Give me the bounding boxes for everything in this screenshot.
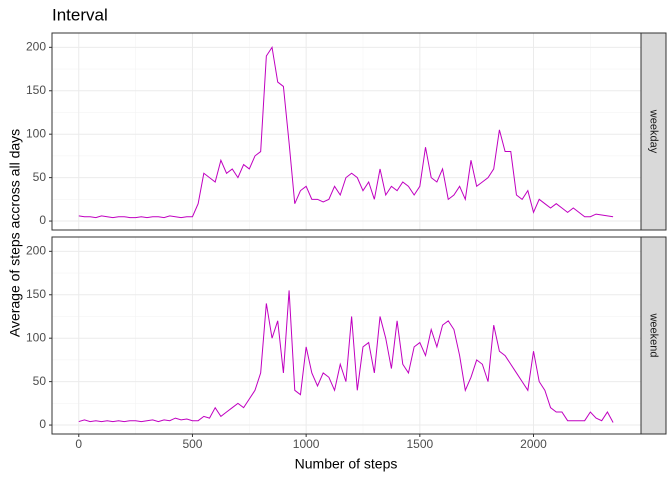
y-tick-label: 100 <box>26 330 46 344</box>
strip <box>640 32 667 231</box>
data-line <box>78 290 614 423</box>
y-tick-label: 150 <box>26 83 46 97</box>
panel <box>52 237 641 434</box>
chart-title: Interval <box>52 5 108 24</box>
x-tick-label: 500 <box>182 437 202 451</box>
y-tick-label: 50 <box>33 170 47 184</box>
x-axis-label: Number of steps <box>295 456 398 472</box>
strip-label: weekend <box>648 312 660 357</box>
y-tick-label: 200 <box>26 40 46 54</box>
x-tick-label: 1000 <box>293 437 320 451</box>
x-tick-label: 1500 <box>406 437 433 451</box>
panel <box>52 33 641 230</box>
x-tick-label: 2000 <box>520 437 547 451</box>
y-tick-label: 50 <box>33 374 47 388</box>
y-tick-label: 0 <box>39 417 46 431</box>
strip <box>640 236 667 435</box>
strip-label: weekday <box>648 109 660 154</box>
y-tick-label: 100 <box>26 126 46 140</box>
x-tick-label: 0 <box>75 437 82 451</box>
y-tick-label: 150 <box>26 287 46 301</box>
y-tick-label: 0 <box>39 213 46 227</box>
y-tick-label: 200 <box>26 244 46 258</box>
data-line <box>78 45 614 219</box>
y-axis-label: Average of steps accross all days <box>7 129 23 337</box>
